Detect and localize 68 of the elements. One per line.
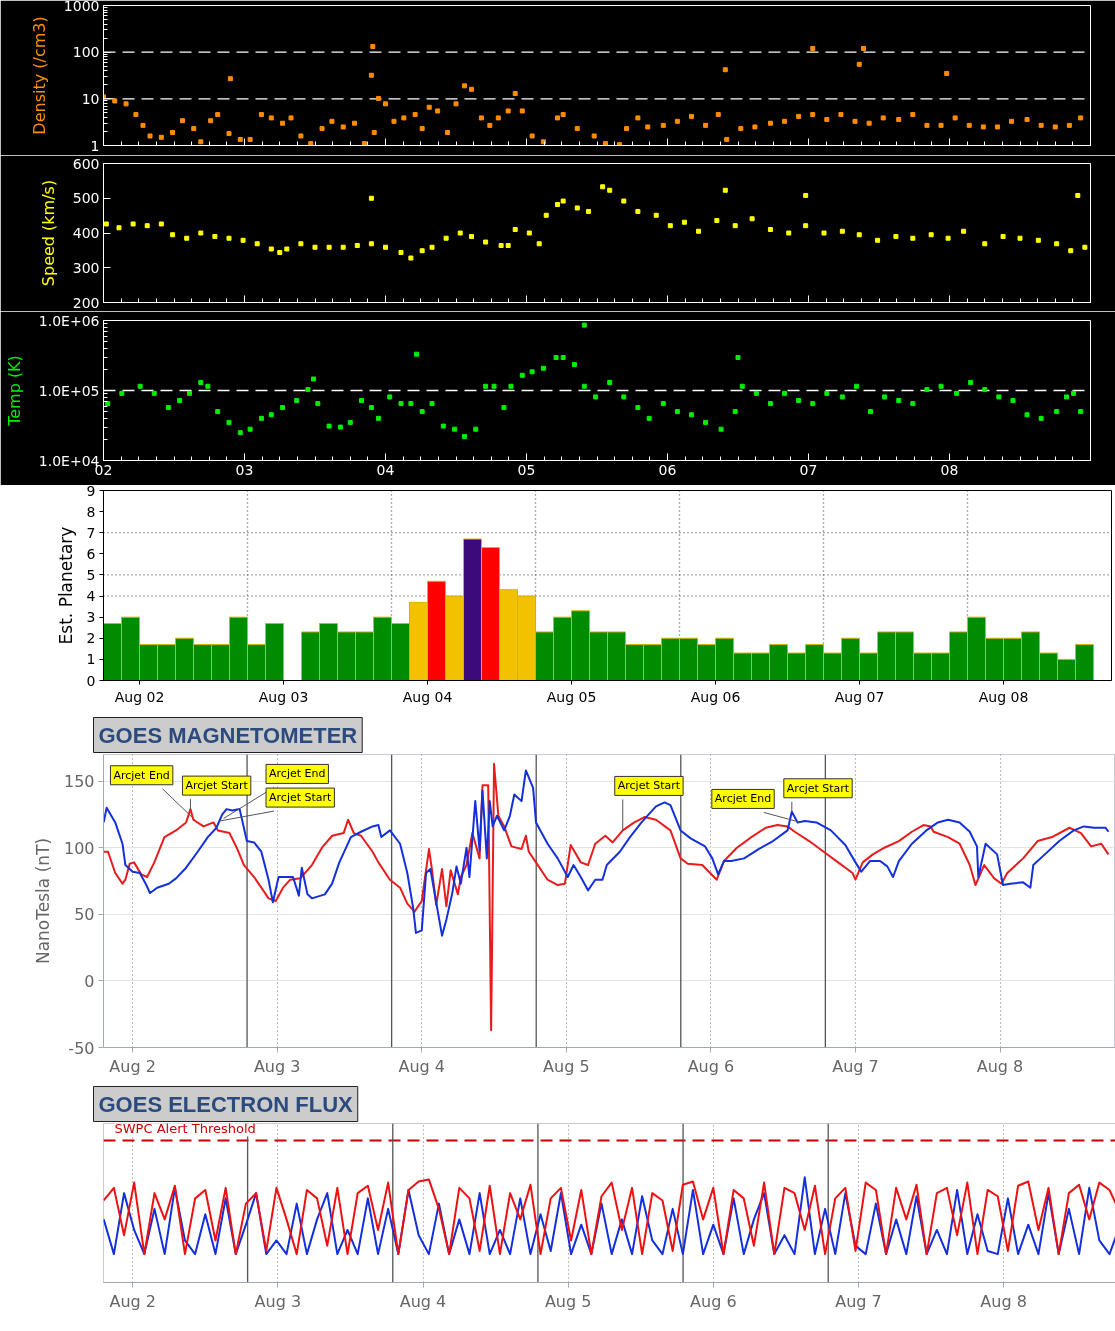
y-tick-label: 1000 [63,0,100,14]
y-tick-label: 300 [72,259,100,276]
x-tick-label: Aug 3 [254,1291,302,1311]
x-tick-label: 06 [658,461,677,478]
y-tick-label: 600 [72,155,100,172]
annotation: Arcjet End [269,767,326,781]
y-tick-label: 8 [86,503,96,520]
y-axis-title: Temp (K) [4,355,24,427]
annotation: Arcjet Start [786,781,850,795]
y-tick-label: 100 [72,44,100,61]
y-tick-label: 1.0E+06 [38,312,100,329]
y-axis-title: Density (/cm3) [29,16,49,135]
x-tick-label: Aug 2 [109,1291,156,1311]
annotation: Arcjet Start [269,791,333,805]
x-tick-label: Aug 05 [546,688,597,705]
y-tick-label: 4 [86,588,96,605]
y-tick-label: 150 [63,772,95,792]
x-tick-label: Aug 5 [544,1291,592,1311]
annotation: Arcjet End [714,792,772,806]
x-tick-label: Aug 04 [402,688,453,705]
y-tick-label: -50 [68,1038,95,1058]
x-tick-label: Aug 5 [543,1056,590,1076]
annotation: Arcjet Start [185,779,249,793]
x-tick-label: Aug 2 [109,1056,156,1076]
y-tick-label: 500 [72,190,100,207]
y-tick-label: 10 [81,90,100,107]
y-tick-label: 7 [86,524,96,541]
x-tick-label: 07 [799,461,818,478]
y-tick-label: 0 [84,971,95,991]
y-tick-label: 0 [86,672,96,689]
x-tick-label: 08 [940,461,959,478]
y-axis-title: Est. Planetary [55,526,76,645]
y-tick-label: 5 [86,566,96,583]
ref-line-label: SWPC Alert Threshold [114,1120,256,1136]
x-tick-label: Aug 4 [398,1056,446,1076]
y-axis-title: Speed (km/s) [38,179,58,287]
x-tick-label: 03 [235,461,254,478]
x-tick-label: Aug 7 [835,1291,882,1311]
x-tick-label: Aug 4 [399,1291,447,1311]
y-tick-label: 100 [63,838,95,858]
y-tick-label: 50 [74,905,95,925]
y-tick-label: 3 [86,609,96,626]
x-tick-label: Aug 02 [114,688,165,705]
chart-title: GOES ELECTRON FLUX [98,1091,354,1117]
x-tick-label: 05 [517,461,536,478]
x-tick-label: Aug 8 [976,1056,1024,1076]
annotation: Arcjet End [113,768,170,782]
y-tick-label: 200 [72,294,100,311]
x-tick-label: 04 [376,461,395,478]
y-axis-title: NanoTesla (nT) [32,837,53,965]
y-tick-label: 1.0E+05 [38,382,100,399]
y-tick-label: 1 [86,651,96,668]
y-tick-label: 1 [90,137,100,154]
x-tick-label: Aug 06 [690,688,741,705]
annotation: Arcjet Start [617,779,681,793]
y-tick-label: 6 [86,545,96,562]
x-tick-label: Aug 07 [834,688,885,705]
x-tick-label: Aug 08 [978,688,1029,705]
x-tick-label: Aug 7 [832,1056,879,1076]
y-tick-label: 2 [86,630,96,647]
x-tick-label: Aug 03 [258,688,309,705]
x-tick-label: Aug 8 [980,1291,1027,1311]
x-tick-label: Aug 6 [690,1291,737,1311]
chart-title: GOES MAGNETOMETER [98,722,358,748]
x-tick-label: Aug 3 [253,1056,301,1076]
x-tick-label: Aug 6 [687,1056,735,1076]
y-tick-label: 9 [86,482,96,499]
y-tick-label: 400 [72,225,100,241]
